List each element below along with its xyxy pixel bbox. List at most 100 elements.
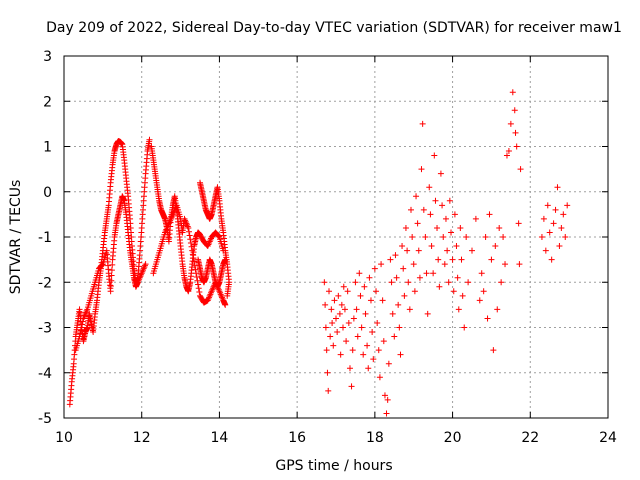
data-point <box>187 236 194 243</box>
data-point <box>329 319 336 326</box>
y-tick-label: 0 <box>43 185 52 201</box>
x-tick-label: 10 <box>55 430 73 446</box>
x-tick-label: 14 <box>211 430 229 446</box>
data-point <box>107 283 114 290</box>
data-point <box>356 270 363 277</box>
data-point <box>395 301 402 308</box>
data-point <box>99 261 106 268</box>
y-tick-label: -4 <box>38 366 52 382</box>
data-point <box>407 206 414 213</box>
data-point <box>336 310 343 317</box>
data-point <box>190 255 197 262</box>
data-point <box>337 351 344 358</box>
data-point <box>384 396 391 403</box>
data-point <box>371 265 378 272</box>
data-point <box>446 197 453 204</box>
data-point <box>108 277 115 284</box>
data-point <box>500 234 507 240</box>
data-point <box>505 148 512 155</box>
data-point <box>423 270 430 277</box>
data-point <box>509 89 516 96</box>
data-point <box>196 289 203 296</box>
data-point <box>480 288 487 295</box>
data-point <box>224 292 231 299</box>
data-point <box>562 234 569 240</box>
data-point <box>469 247 475 254</box>
y-tick-label: -2 <box>38 275 52 291</box>
data-point <box>366 274 373 281</box>
data-point <box>492 243 499 250</box>
data-point <box>515 220 522 227</box>
grid-lines <box>64 56 608 418</box>
data-point <box>397 351 404 358</box>
data-point <box>513 143 520 150</box>
data-point <box>550 220 557 227</box>
data-point <box>435 256 442 263</box>
data-point <box>415 247 422 254</box>
data-point <box>482 234 489 240</box>
x-tick-label: 22 <box>521 430 539 446</box>
data-point <box>327 333 334 340</box>
data-point <box>191 258 198 265</box>
data-point <box>350 315 357 322</box>
data-point <box>360 351 367 358</box>
data-point <box>335 292 342 299</box>
data-point <box>392 252 399 259</box>
data-point <box>331 297 338 304</box>
data-point <box>345 319 352 326</box>
data-point <box>478 270 485 277</box>
data-point <box>461 324 468 331</box>
data-point <box>142 261 149 268</box>
data-point <box>188 243 195 250</box>
data-point <box>383 410 390 417</box>
data-point <box>428 243 435 250</box>
data-point <box>542 247 549 254</box>
data-point <box>361 283 368 290</box>
data-point <box>374 319 381 326</box>
data-point <box>416 274 423 281</box>
data-point <box>222 256 229 263</box>
data-point <box>388 279 395 286</box>
data-point <box>362 310 369 317</box>
data-point <box>364 342 371 349</box>
data-point <box>344 288 351 295</box>
data-point <box>192 266 199 273</box>
data-point <box>379 297 386 304</box>
data-point <box>400 265 407 272</box>
data-point <box>476 297 483 304</box>
data-point <box>185 224 192 231</box>
data-point <box>436 283 443 290</box>
data-point <box>375 347 382 354</box>
data-point <box>389 310 396 317</box>
data-point <box>108 272 115 279</box>
data-point <box>409 234 416 240</box>
data-point <box>330 342 337 349</box>
data-point <box>434 224 441 231</box>
data-point <box>367 297 374 304</box>
data-point <box>333 315 339 322</box>
data-point <box>108 267 115 274</box>
data-point <box>321 279 328 286</box>
data-point <box>453 243 460 250</box>
data-point <box>399 243 406 250</box>
data-point <box>548 256 555 263</box>
data-point <box>393 274 400 281</box>
data-point <box>437 170 444 177</box>
data-point <box>556 243 563 250</box>
data-point <box>77 327 84 334</box>
data-point <box>195 281 202 288</box>
y-tick-label: -5 <box>38 411 52 427</box>
x-tick-label: 12 <box>133 430 151 446</box>
data-point <box>146 136 153 143</box>
data-point <box>193 273 200 280</box>
data-point <box>405 279 412 286</box>
data-point <box>490 347 497 354</box>
data-point <box>376 374 383 381</box>
data-point <box>323 347 330 354</box>
data-point <box>365 365 372 372</box>
data-point <box>546 229 553 236</box>
data-point <box>512 129 519 136</box>
data-point <box>385 360 392 367</box>
data-point <box>349 347 356 354</box>
